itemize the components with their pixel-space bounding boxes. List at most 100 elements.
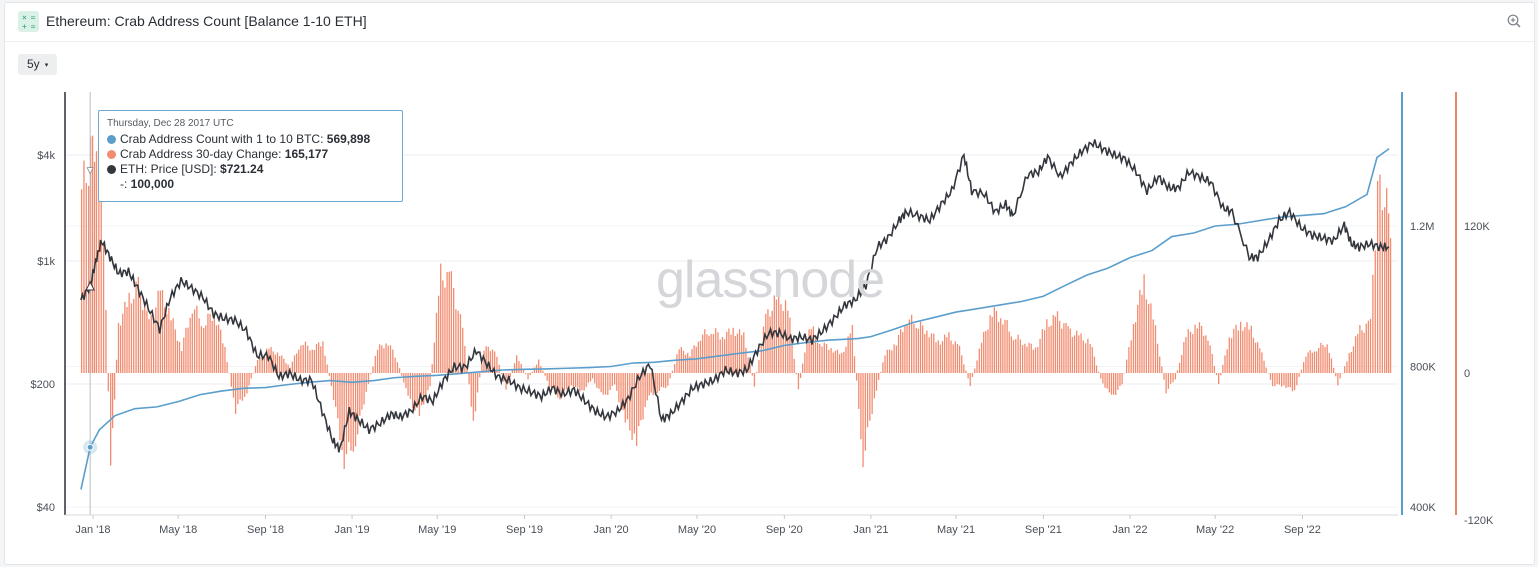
change-bar [787,310,789,373]
change-bar [239,373,241,400]
change-bar [845,346,847,373]
change-bar [1303,362,1305,373]
x-tick-label: Jan '22 [1112,524,1147,536]
y-tick-label-left: $1k [37,256,55,268]
change-bar [222,343,224,373]
change-bar [207,313,209,373]
change-bar [751,373,753,376]
change-bar [313,349,316,373]
change-bar [806,340,808,373]
change-bar [196,305,198,373]
change-bar [1213,366,1216,373]
change-bar [1361,330,1363,373]
x-tick-label: May '18 [159,524,197,536]
change-bar [1203,335,1205,373]
change-bar [758,360,760,373]
change-bar [174,329,176,373]
change-bar [642,373,644,420]
change-bar [211,320,213,373]
change-bar [126,307,128,373]
tooltip-row-change: Crab Address 30-day Change: 165,177 [107,147,394,162]
tooltip-row-count: Crab Address Count with 1 to 10 BTC: 569… [107,132,394,147]
change-bar [398,368,401,373]
tooltip-label: Crab Address Count with 1 to 10 BTC: [120,132,327,146]
change-bar [922,325,924,373]
change-bar [695,346,697,373]
change-bar [633,373,636,434]
change-bar [1367,320,1370,373]
change-bar [509,373,511,378]
change-bar [88,185,90,373]
x-tick-label: Jan '20 [594,524,629,536]
change-bar [1261,352,1263,373]
change-bars-group [80,135,1392,470]
change-bar [307,345,309,373]
change-bar [516,355,518,373]
change-bar [1006,319,1008,373]
change-bar [550,373,553,388]
change-bar [1357,333,1359,373]
change-bar [1076,330,1078,373]
logo-glyphs: × = + = [22,13,35,31]
change-bar [546,373,548,381]
change-bar [1012,340,1015,373]
change-bar [559,373,561,400]
change-bar [828,349,830,373]
change-bar [684,354,687,373]
change-bar [256,359,259,373]
change-bar [1104,373,1106,388]
change-bar [409,373,411,399]
change-bar [728,328,730,373]
change-bar [904,325,906,373]
change-bar [529,373,531,376]
change-bar [771,310,773,373]
change-bar [1215,373,1218,376]
change-bar [544,373,546,376]
change-bar [853,356,856,373]
change-bar [122,313,124,373]
change-bar [638,373,640,427]
change-bar [855,373,858,381]
change-bar [146,310,148,373]
change-bar [85,183,87,373]
change-bar [287,364,289,373]
change-bar [674,364,676,373]
change-bar [226,362,228,373]
change-bar [747,357,749,373]
change-bar [838,354,841,373]
change-bar [769,316,771,373]
change-bar [1376,180,1379,373]
change-bar [464,346,466,373]
change-bar [658,373,660,391]
change-bar [624,373,626,423]
change-bar [367,373,370,384]
chevron-down-icon: ▾ [44,62,49,69]
change-bar [613,373,616,385]
chart-title: Ethereum: Crab Address Count [Balance 1-… [46,13,367,29]
change-bar [320,346,322,373]
change-bar [1132,324,1135,373]
range-select-button[interactable]: 5y ▾ [18,54,58,75]
change-bar [561,373,563,397]
zoom-in-icon[interactable] [1506,13,1522,29]
change-bar [152,318,155,373]
y-tick-label-left: $40 [37,502,55,514]
change-bar [1211,353,1213,373]
change-bar [1200,325,1203,373]
y-tick-label-change: 0 [1464,368,1470,380]
change-bar [941,341,944,373]
change-bar [113,373,116,400]
change-bar [1384,207,1386,373]
x-tick-label: May '22 [1196,524,1234,536]
change-bar [1082,340,1084,373]
tooltip-label: Crab Address 30-day Change: [120,147,285,161]
change-bar [1167,373,1170,389]
change-bar [1093,356,1096,373]
change-bar [841,352,843,373]
change-bar [459,314,462,373]
change-bar [527,373,529,380]
change-bar [185,327,187,373]
change-bar [587,373,590,383]
change-bar [244,373,246,397]
